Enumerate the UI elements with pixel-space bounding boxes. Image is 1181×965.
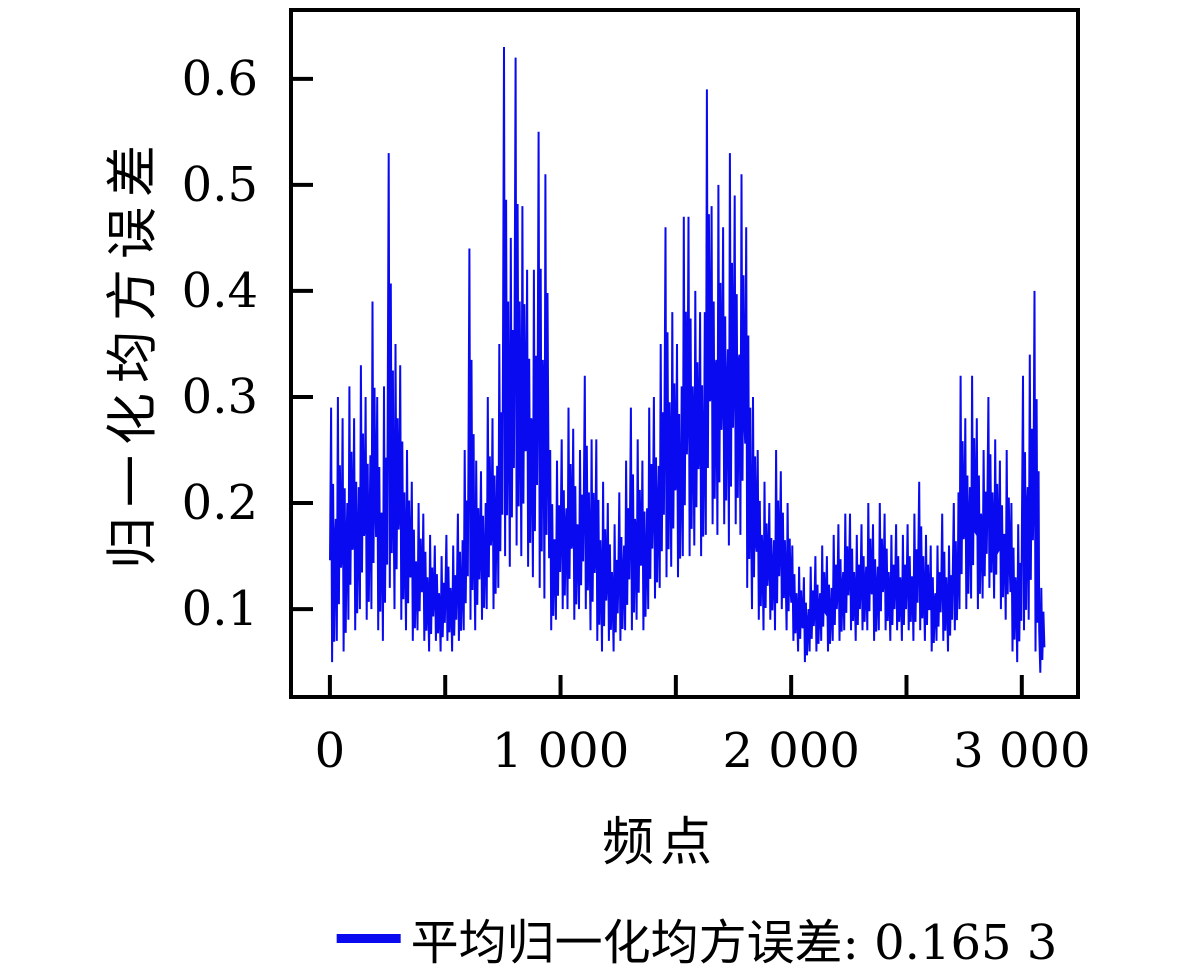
- x-tick-label: 1 000: [491, 723, 630, 779]
- y-tick-label: 0.4: [181, 262, 258, 319]
- x-axis-label: 频点: [601, 813, 719, 873]
- y-tick-label: 0.6: [181, 50, 258, 107]
- y-tick-labels: 0.1 0.2 0.3 0.4 0.5 0.6: [0, 0, 258, 965]
- legend: 平均归一化均方误差: 0.165 3: [336, 903, 1058, 965]
- plot-area: [289, 8, 1080, 699]
- y-tick-label: 0.2: [181, 475, 258, 532]
- y-tick-label: 0.5: [181, 156, 258, 213]
- y-tick-label: 0.3: [181, 368, 258, 425]
- legend-line-sample-icon: [336, 933, 401, 943]
- x-tick-label: 0: [314, 723, 346, 779]
- legend-label: 平均归一化均方误差: 0.165 3: [410, 915, 1058, 965]
- nmse-series-line: [329, 46, 1046, 673]
- x-tick-label: 2 000: [722, 723, 860, 779]
- nmse-line-chart: [293, 46, 1046, 695]
- x-tick-label: 3 000: [953, 723, 1091, 779]
- y-tick-label: 0.1: [181, 581, 258, 638]
